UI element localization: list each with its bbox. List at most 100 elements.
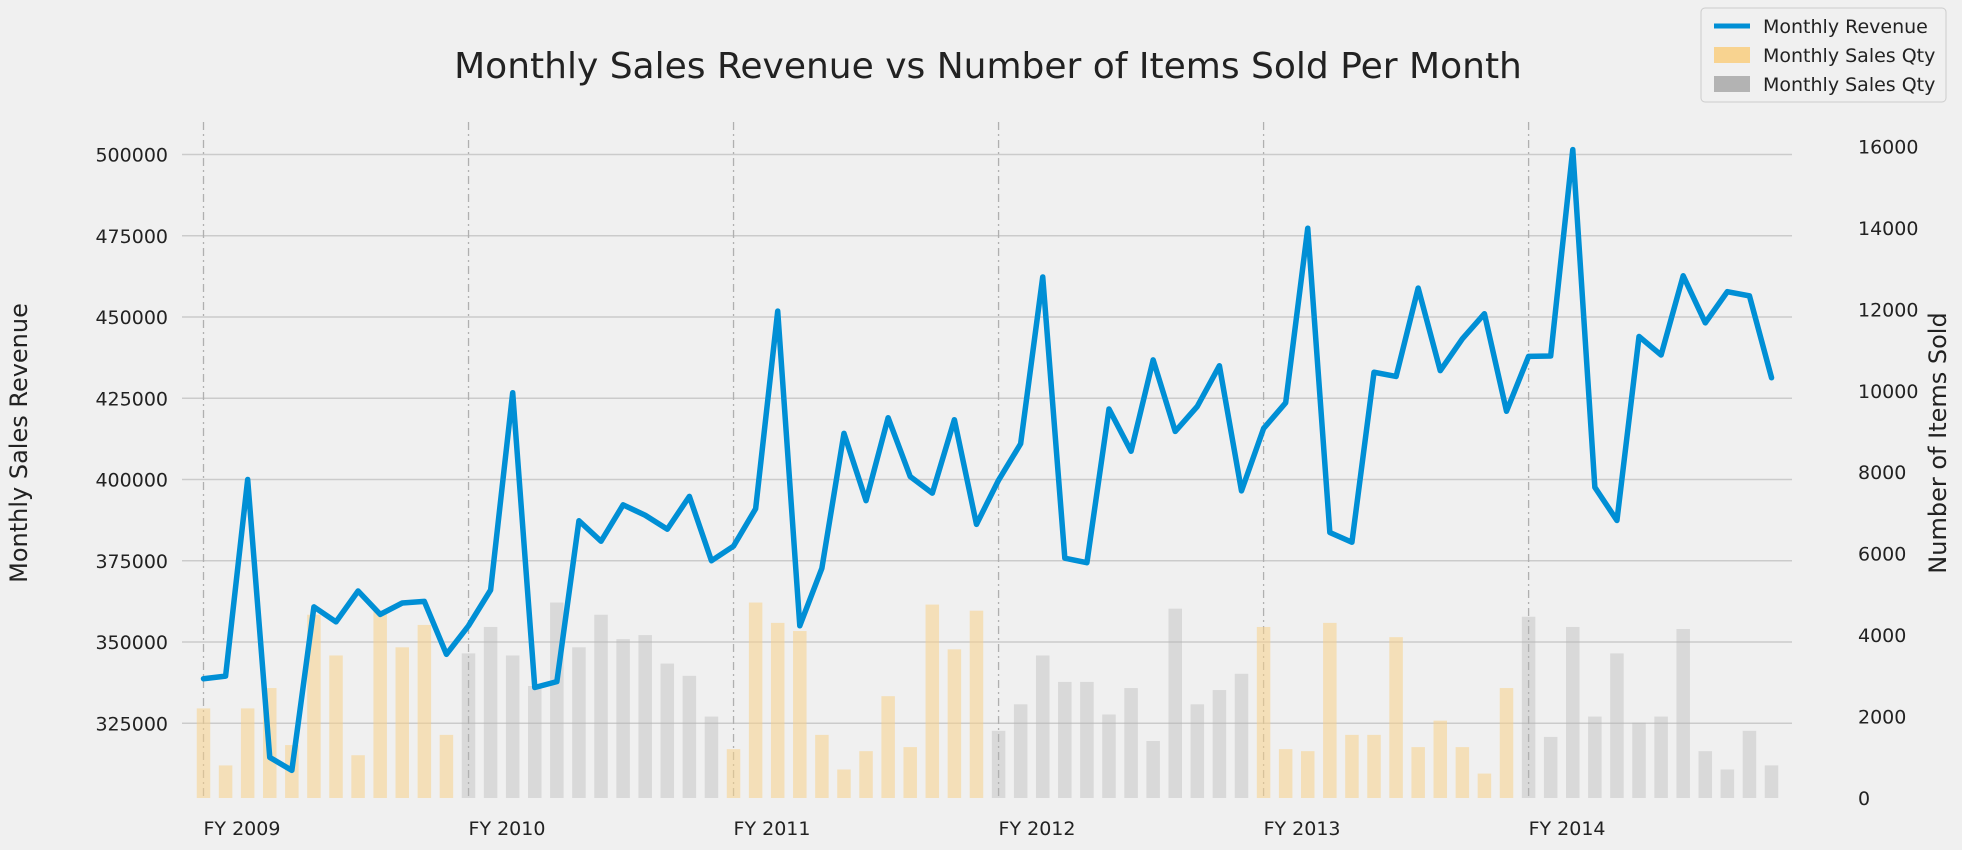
sales-qty-bar — [1013, 704, 1028, 798]
sales-qty-bar — [1058, 681, 1072, 798]
sales-qty-bar — [1256, 626, 1271, 798]
sales-qty-bar — [837, 769, 851, 798]
sales-qty-bar — [726, 749, 741, 798]
y-tick-label-left: 325000 — [95, 713, 168, 735]
sales-qty-bar — [1698, 751, 1713, 798]
y-tick-label-right: 0 — [1858, 788, 1870, 810]
legend-label-qty-orange: Monthly Sales Qty — [1763, 45, 1935, 67]
sales-qty-bar — [483, 626, 498, 798]
sales-qty-bar — [1168, 608, 1182, 798]
legend-label-qty-grey: Monthly Sales Qty — [1763, 74, 1935, 96]
sales-qty-bar — [704, 716, 719, 798]
sales-qty-bar — [1278, 749, 1293, 798]
sales-qty-bar — [1102, 714, 1116, 798]
sales-qty-bar — [1345, 734, 1359, 798]
sales-qty-bar — [1146, 740, 1160, 798]
line-layer — [200, 146, 1775, 774]
sales-qty-bar — [1323, 622, 1337, 798]
sales-qty-bar — [594, 614, 608, 798]
y-tick-label-right: 14000 — [1858, 218, 1918, 240]
sales-qty-bar — [638, 635, 652, 798]
sales-qty-bar — [329, 655, 343, 798]
y-tick-label-left: 425000 — [95, 388, 168, 410]
x-tick-label-fiscal-year: FY 2009 — [204, 818, 281, 840]
legend: Monthly Revenue Monthly Sales Qty Monthl… — [1700, 7, 1947, 103]
y-tick-label-right: 10000 — [1858, 381, 1918, 403]
sales-qty-bar — [748, 602, 763, 798]
y-axis-left-title: Monthly Sales Revenue — [5, 303, 33, 583]
sales-qty-bar — [616, 639, 630, 798]
sales-qty-bar — [1234, 673, 1249, 798]
sales-qty-bar — [1389, 637, 1403, 798]
sales-qty-bar — [1499, 688, 1514, 798]
y-tick-label-right: 12000 — [1858, 299, 1918, 321]
sales-qty-bar — [969, 610, 984, 798]
y-tick-label-left: 450000 — [95, 307, 168, 329]
sales-qty-bar — [1764, 765, 1779, 798]
sales-qty-bar — [218, 765, 233, 798]
sales-qty-bar — [1566, 626, 1580, 798]
sales-qty-bar — [1654, 716, 1668, 798]
sales-qty-bar — [1035, 655, 1050, 798]
sales-qty-bar — [1455, 747, 1470, 798]
chart-title: Monthly Sales Revenue vs Number of Items… — [454, 46, 1522, 87]
x-tick-label-fiscal-year: FY 2012 — [999, 818, 1076, 840]
y-axis-right-title: Number of Items Sold — [1924, 312, 1952, 573]
sales-qty-bar — [859, 751, 873, 798]
sales-qty-bar — [1632, 722, 1646, 798]
sales-qty-bar — [1720, 769, 1735, 798]
y-tick-label-left: 350000 — [95, 632, 168, 654]
sales-qty-bar — [925, 604, 940, 798]
sales-qty-bar — [572, 647, 586, 798]
sales-qty-bar — [528, 686, 542, 798]
sales-qty-bar — [660, 663, 675, 798]
revenue-line — [200, 146, 1775, 774]
sales-qty-bar — [881, 696, 895, 798]
sales-qty-bar — [1212, 690, 1227, 798]
sales-qty-bar — [307, 614, 321, 798]
sales-qty-bar — [1742, 730, 1757, 798]
sales-qty-bar — [1411, 747, 1425, 798]
y-tick-label-right: 4000 — [1858, 625, 1906, 647]
sales-qty-bar — [196, 708, 211, 798]
sales-qty-bar — [1124, 688, 1138, 798]
sales-qty-bar — [395, 647, 410, 798]
sales-qty-bar — [1301, 751, 1315, 798]
sales-qty-bar — [815, 734, 829, 798]
tick-layer: 325000 350000 375000 400000 425000 450000 4750… — [95, 136, 1918, 840]
grid-layer — [182, 122, 1792, 798]
x-tick-label-fiscal-year: FY 2010 — [469, 818, 546, 840]
sales-qty-bar — [770, 622, 785, 798]
sales-qty-bar — [1190, 704, 1205, 798]
sales-qty-bar — [1610, 653, 1624, 798]
x-tick-label-fiscal-year: FY 2014 — [1529, 818, 1606, 840]
x-tick-label-fiscal-year: FY 2011 — [734, 818, 811, 840]
sales-qty-bar — [1543, 736, 1558, 798]
sales-qty-bar — [1080, 681, 1094, 798]
bar-layer — [196, 602, 1779, 798]
y-tick-label-left: 375000 — [95, 551, 168, 573]
y-tick-label-left: 500000 — [95, 145, 168, 167]
sales-qty-bar — [903, 747, 917, 798]
sales-qty-bar — [240, 708, 255, 798]
y-tick-label-right: 16000 — [1858, 136, 1918, 158]
sales-qty-bar — [373, 610, 387, 798]
sales-qty-bar — [505, 655, 520, 798]
legend-swatch-qty-orange — [1714, 47, 1750, 63]
y-tick-label-left: 400000 — [95, 470, 168, 492]
sales-qty-bar — [439, 734, 454, 798]
y-tick-label-right: 6000 — [1858, 544, 1906, 566]
sales-qty-bar — [1521, 616, 1536, 798]
sales-qty-bar — [1367, 734, 1381, 798]
x-tick-label-fiscal-year: FY 2013 — [1264, 818, 1341, 840]
sales-qty-bar — [947, 649, 962, 798]
sales-qty-bar — [991, 730, 1006, 798]
sales-qty-bar — [1477, 773, 1492, 798]
y-tick-label-right: 2000 — [1858, 707, 1906, 729]
legend-box — [1700, 7, 1947, 103]
sales-qty-bar — [1433, 720, 1448, 798]
y-tick-label-right: 8000 — [1858, 462, 1906, 484]
legend-swatch-qty-grey — [1714, 76, 1750, 92]
sales-qty-bar — [1588, 716, 1602, 798]
